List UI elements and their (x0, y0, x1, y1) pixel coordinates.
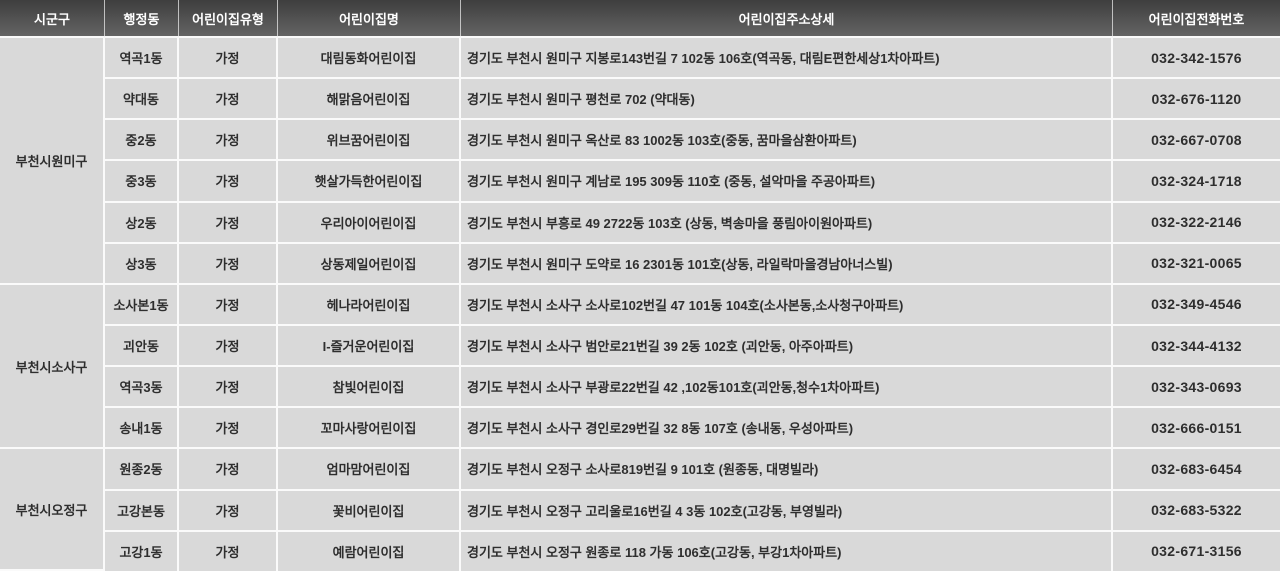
name-cell: 대림동화어린이집 (278, 38, 461, 80)
name-cell: 꽃비어린이집 (278, 490, 461, 532)
name-cell: 엄마맘어린이집 (278, 449, 461, 491)
address-cell: 경기도 부천시 소사구 경인로29번길 32 8동 107호 (송내동, 우성아… (461, 408, 1113, 450)
phone-cell: 032-343-0693 (1113, 367, 1280, 409)
name-cell: 햇살가득한어린이집 (278, 161, 461, 203)
type-cell: 가정 (179, 161, 278, 203)
table-row: 송내1동 가정 꼬마사랑어린이집 경기도 부천시 소사구 경인로29번길 32 8동 … (0, 408, 1280, 450)
dong-cell: 중3동 (105, 161, 179, 203)
address-cell: 경기도 부천시 오정구 소사로819번길 9 101호 (원종동, 대명빌라) (461, 449, 1113, 491)
name-cell: 헤나라어린이집 (278, 284, 461, 326)
phone-cell: 032-321-0065 (1113, 243, 1280, 285)
dong-cell: 원종2동 (105, 449, 179, 491)
dong-cell: 중2동 (105, 120, 179, 162)
table-row: 역곡3동 가정 참빛어린이집 경기도 부천시 소사구 부광로22번길 42 ,102동… (0, 367, 1280, 409)
type-cell: 가정 (179, 38, 278, 80)
phone-cell: 032-676-1120 (1113, 79, 1280, 121)
phone-cell: 032-666-0151 (1113, 408, 1280, 450)
name-cell: 우리아이어린이집 (278, 202, 461, 244)
type-cell: 가정 (179, 79, 278, 121)
name-cell: 위브꿈어린이집 (278, 120, 461, 162)
address-cell: 경기도 부천시 원미구 평천로 702 (약대동) (461, 79, 1113, 121)
address-cell: 경기도 부천시 원미구 지봉로143번길 7 102동 106호(역곡동, 대림… (461, 38, 1113, 80)
address-cell: 경기도 부천시 소사구 소사로102번길 47 101동 104호(소사본동,소… (461, 284, 1113, 326)
phone-cell: 032-344-4132 (1113, 325, 1280, 368)
phone-cell: 032-667-0708 (1113, 120, 1280, 162)
table-row: 부천시소사구 소사본1동 가정 헤나라어린이집 경기도 부천시 소사구 소사로102번길… (0, 284, 1280, 450)
name-cell: 해맑음어린이집 (278, 79, 461, 121)
address-cell: 경기도 부천시 원미구 계남로 195 309동 110호 (중동, 설악마을 … (461, 161, 1113, 203)
column-header-sigungu: 시군구 (0, 0, 105, 38)
column-header-phone: 어린이집전화번호 (1113, 0, 1280, 38)
table-row: 고강본동 가정 꽃비어린이집 경기도 부천시 오정구 고리울로16번길 4 3동 10… (0, 490, 1280, 532)
dong-cell: 괴안동 (105, 325, 179, 368)
type-cell: 가정 (179, 284, 278, 326)
dong-cell: 역곡1동 (105, 38, 179, 80)
column-header-name: 어린이집명 (278, 0, 461, 38)
dong-cell: 약대동 (105, 79, 179, 121)
type-cell: 가정 (179, 120, 278, 162)
column-header-dong: 행정동 (105, 0, 179, 38)
dong-cell: 송내1동 (105, 408, 179, 450)
table-row: 부천시원미구 역곡1동 가정 대림동화어린이집 경기도 부천시 원미구 지봉로143번길… (0, 38, 1280, 285)
type-cell: 가정 (179, 531, 278, 571)
address-cell: 경기도 부천시 소사구 범안로21번길 39 2동 102호 (괴안동, 아주아… (461, 325, 1113, 368)
table-row: 상3동 가정 상동제일어린이집 경기도 부천시 원미구 도약로 16 2301동 10… (0, 243, 1280, 285)
table-row: 중2동 가정 위브꿈어린이집 경기도 부천시 원미구 옥산로 83 1002동 103… (0, 120, 1280, 162)
table-body: 부천시원미구 역곡1동 가정 대림동화어린이집 경기도 부천시 원미구 지봉로143번길… (0, 38, 1280, 571)
type-cell: 가정 (179, 490, 278, 532)
table-row: 괴안동 가정 I-즐거운어린이집 경기도 부천시 소사구 범안로21번길 39 2동 … (0, 325, 1280, 368)
dong-cell: 고강1동 (105, 531, 179, 571)
phone-cell: 032-349-4546 (1113, 284, 1280, 326)
table-row: 고강1동 가정 예람어린이집 경기도 부천시 오정구 원종로 118 가동 106호(… (0, 531, 1280, 571)
name-cell: 참빛어린이집 (278, 367, 461, 409)
table-row: 중3동 가정 햇살가득한어린이집 경기도 부천시 원미구 계남로 195 309동 1… (0, 161, 1280, 203)
address-cell: 경기도 부천시 부흥로 49 2722동 103호 (상동, 벽송마을 풍림아이… (461, 202, 1113, 244)
dong-cell: 역곡3동 (105, 367, 179, 409)
phone-cell: 032-342-1576 (1113, 38, 1280, 80)
dong-cell: 소사본1동 (105, 284, 179, 326)
name-cell: 예람어린이집 (278, 531, 461, 571)
type-cell: 가정 (179, 449, 278, 491)
type-cell: 가정 (179, 408, 278, 450)
address-cell: 경기도 부천시 원미구 도약로 16 2301동 101호(상동, 라일락마을경… (461, 243, 1113, 285)
type-cell: 가정 (179, 202, 278, 244)
name-cell: I-즐거운어린이집 (278, 325, 461, 368)
address-cell: 경기도 부천시 소사구 부광로22번길 42 ,102동101호(괴안동,청수1… (461, 367, 1113, 409)
table-row: 약대동 가정 해맑음어린이집 경기도 부천시 원미구 평천로 702 (약대동) 032… (0, 79, 1280, 121)
phone-cell: 032-683-6454 (1113, 449, 1280, 491)
name-cell: 상동제일어린이집 (278, 243, 461, 285)
sigungu-cell: 부천시소사구 (0, 284, 105, 450)
address-cell: 경기도 부천시 오정구 원종로 118 가동 106호(고강동, 부강1차아파트… (461, 531, 1113, 571)
type-cell: 가정 (179, 367, 278, 409)
phone-cell: 032-683-5322 (1113, 490, 1280, 532)
type-cell: 가정 (179, 325, 278, 368)
sigungu-cell: 부천시오정구 (0, 449, 105, 571)
sigungu-cell: 부천시원미구 (0, 38, 105, 285)
dong-cell: 상2동 (105, 202, 179, 244)
address-cell: 경기도 부천시 원미구 옥산로 83 1002동 103호(중동, 꿈마을삼환아… (461, 120, 1113, 162)
column-header-address: 어린이집주소상세 (461, 0, 1113, 38)
address-cell: 경기도 부천시 오정구 고리울로16번길 4 3동 102호(고강동, 부영빌라… (461, 490, 1113, 532)
phone-cell: 032-322-2146 (1113, 202, 1280, 244)
phone-cell: 032-324-1718 (1113, 161, 1280, 203)
table-row: 부천시오정구 원종2동 가정 엄마맘어린이집 경기도 부천시 오정구 소사로819번길 … (0, 449, 1280, 571)
dong-cell: 고강본동 (105, 490, 179, 532)
table-header-row: 시군구 행정동 어린이집유형 어린이집명 어린이집주소상세 어린이집전화번호 (0, 0, 1280, 38)
column-header-type: 어린이집유형 (179, 0, 278, 38)
table-row: 상2동 가정 우리아이어린이집 경기도 부천시 부흥로 49 2722동 103호 (… (0, 202, 1280, 244)
dong-cell: 상3동 (105, 243, 179, 285)
phone-cell: 032-671-3156 (1113, 531, 1280, 571)
name-cell: 꼬마사랑어린이집 (278, 408, 461, 450)
type-cell: 가정 (179, 243, 278, 285)
